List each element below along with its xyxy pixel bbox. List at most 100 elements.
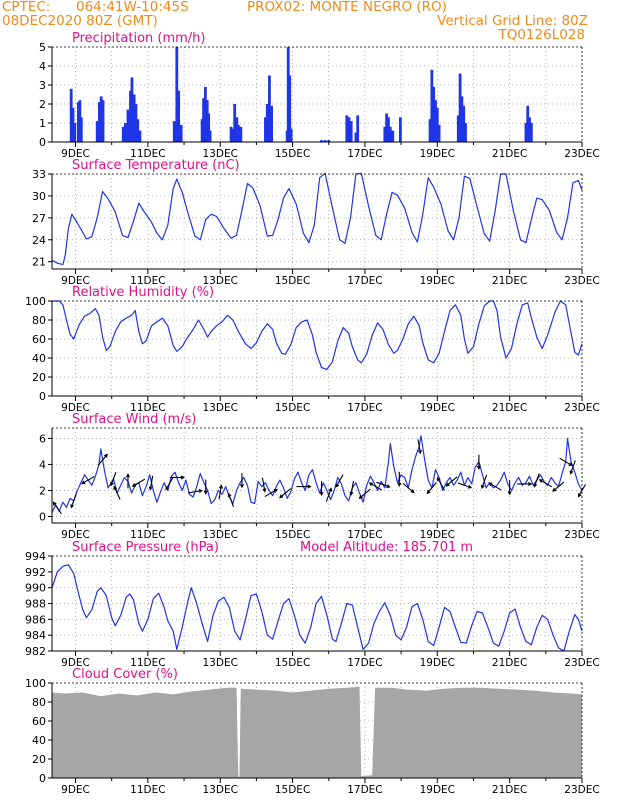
precip-bar [132, 94, 136, 142]
panel-1-ytick-label: 3 [39, 79, 46, 92]
precip-bar [526, 105, 530, 142]
panel-5-xtick-label: 21DEC [492, 657, 527, 669]
wind-arrow-head [262, 488, 267, 493]
precip-bar [207, 113, 211, 142]
precip-bar [462, 105, 466, 142]
station-label: PROX02: MONTE NEGRO (RO) [247, 0, 447, 15]
panel-5-ytick-label: 988 [25, 598, 46, 611]
wind-arrow-head [52, 501, 57, 506]
wind-arrow-shaft [457, 482, 472, 489]
header: CPTEC: 064:41W-10:45S PROX02: MONTE NEGR… [0, 0, 618, 46]
wind-arrow [457, 482, 473, 489]
panel-5-ytick-label: 992 [25, 566, 46, 579]
wind-arrow [569, 460, 576, 475]
precip-bar [327, 140, 331, 142]
wind-arrow [397, 471, 402, 487]
panel-3-title: Relative Humidity (%) [72, 285, 214, 300]
wind-arrow [533, 473, 540, 488]
panel-2-ytick-label: 24 [32, 234, 46, 247]
panel-1-ytick-label: 0 [39, 136, 46, 149]
panel-5-xtick-label: 9DEC [61, 657, 90, 669]
precip-bar [239, 126, 243, 142]
wind-arrow-head [476, 465, 481, 470]
wind-arrow-head [368, 482, 373, 487]
wind-arrow-shaft [132, 478, 146, 487]
panel-2-title: Surface Temperature (nC) [72, 158, 240, 173]
panel-2-xtick-label: 11DEC [130, 275, 165, 287]
panel-2-ytick-label: 27 [32, 212, 46, 225]
panel-2-xtick-label: 23DEC [564, 275, 599, 287]
wind-arrow-head [467, 484, 473, 489]
precip-bar [432, 86, 436, 142]
panel-1-xtick-label: 15DEC [275, 148, 310, 160]
panel-3-ytick-label: 0 [39, 390, 46, 403]
panel-6-xtick-label: 21DEC [492, 784, 527, 796]
precip-bar [177, 90, 181, 142]
wind-arrow-head [227, 492, 232, 497]
panel-6-ytick-label: 100 [25, 677, 46, 690]
wind-arrow-head [436, 476, 441, 482]
panel-1-ytick-label: 4 [39, 60, 46, 73]
wind-arrow [402, 482, 415, 494]
wind-arrow-head [335, 483, 340, 488]
precip-bar [265, 104, 269, 142]
precip-bar [391, 130, 395, 142]
grid-note-label: Vertical Grid Line: 80Z [437, 13, 588, 29]
precip-bar [354, 132, 358, 142]
panel-5-xtick-label: 23DEC [564, 657, 599, 669]
wind-arrow-head [81, 480, 86, 485]
precip-bar [79, 117, 83, 142]
precip-bar [231, 128, 234, 142]
panel-3-ytick-label: 60 [32, 333, 46, 346]
wind-arrow-head [198, 489, 203, 493]
wind-arrow-head [569, 470, 574, 475]
wind-arrow [480, 474, 488, 490]
wind-arrow [165, 476, 174, 491]
precip-bar [286, 47, 290, 142]
panel-3-ytick-label: 80 [32, 314, 46, 327]
wind-arrow-head [533, 483, 538, 488]
panel-5-ytick-label: 986 [25, 613, 46, 626]
precip-bar [458, 73, 462, 142]
wind-arrow-shaft [446, 476, 458, 487]
wind-arrow [203, 479, 208, 495]
precip-bar [73, 123, 77, 142]
wind-arrow [261, 477, 267, 493]
wind-arrow-head [70, 504, 75, 509]
panel-5-ytick-label: 994 [25, 550, 46, 563]
wind-arrow-head [538, 479, 543, 483]
wind-arrow-shaft [559, 457, 573, 466]
wind-arrow [148, 475, 154, 491]
panel-1-xtick-label: 19DEC [420, 148, 455, 160]
wind-arrow [131, 478, 146, 487]
wind-arrow-head [349, 491, 354, 496]
panel-4-xtick-label: 23DEC [564, 529, 599, 541]
wind-arrow-shaft [113, 486, 121, 500]
wind-arrow-shaft [552, 481, 565, 492]
wind-arrow-shaft [97, 454, 108, 466]
panel-4 [48, 427, 586, 528]
wind-arrow [538, 479, 553, 488]
panel-6-xtick-label: 11DEC [130, 784, 165, 796]
precip-bar [434, 100, 437, 142]
wind-arrow [239, 473, 244, 489]
precip-bar [99, 96, 103, 142]
precip-bar [179, 124, 183, 142]
wind-arrow [279, 488, 292, 499]
panel-6-ytick-label: 40 [32, 734, 46, 747]
wind-arrow-head [273, 488, 278, 493]
precip-bar [129, 90, 132, 142]
precip-bar [172, 121, 176, 142]
wind-arrow-shaft [149, 475, 154, 490]
panel-2-xtick-label: 13DEC [203, 275, 238, 287]
wind-arrow [70, 494, 77, 509]
panel-4-xtick-label: 21DEC [492, 529, 527, 541]
precip-bar [235, 117, 239, 142]
wind-arrow-head [445, 482, 450, 487]
wind-arrow-shaft [264, 489, 278, 498]
panel-6-xtick-label: 23DEC [564, 784, 599, 796]
panel-4-ytick-label: 6 [39, 432, 46, 445]
wind-arrow [559, 457, 573, 466]
panel-3-series-line [52, 300, 583, 370]
wind-arrow-shaft [350, 480, 355, 495]
